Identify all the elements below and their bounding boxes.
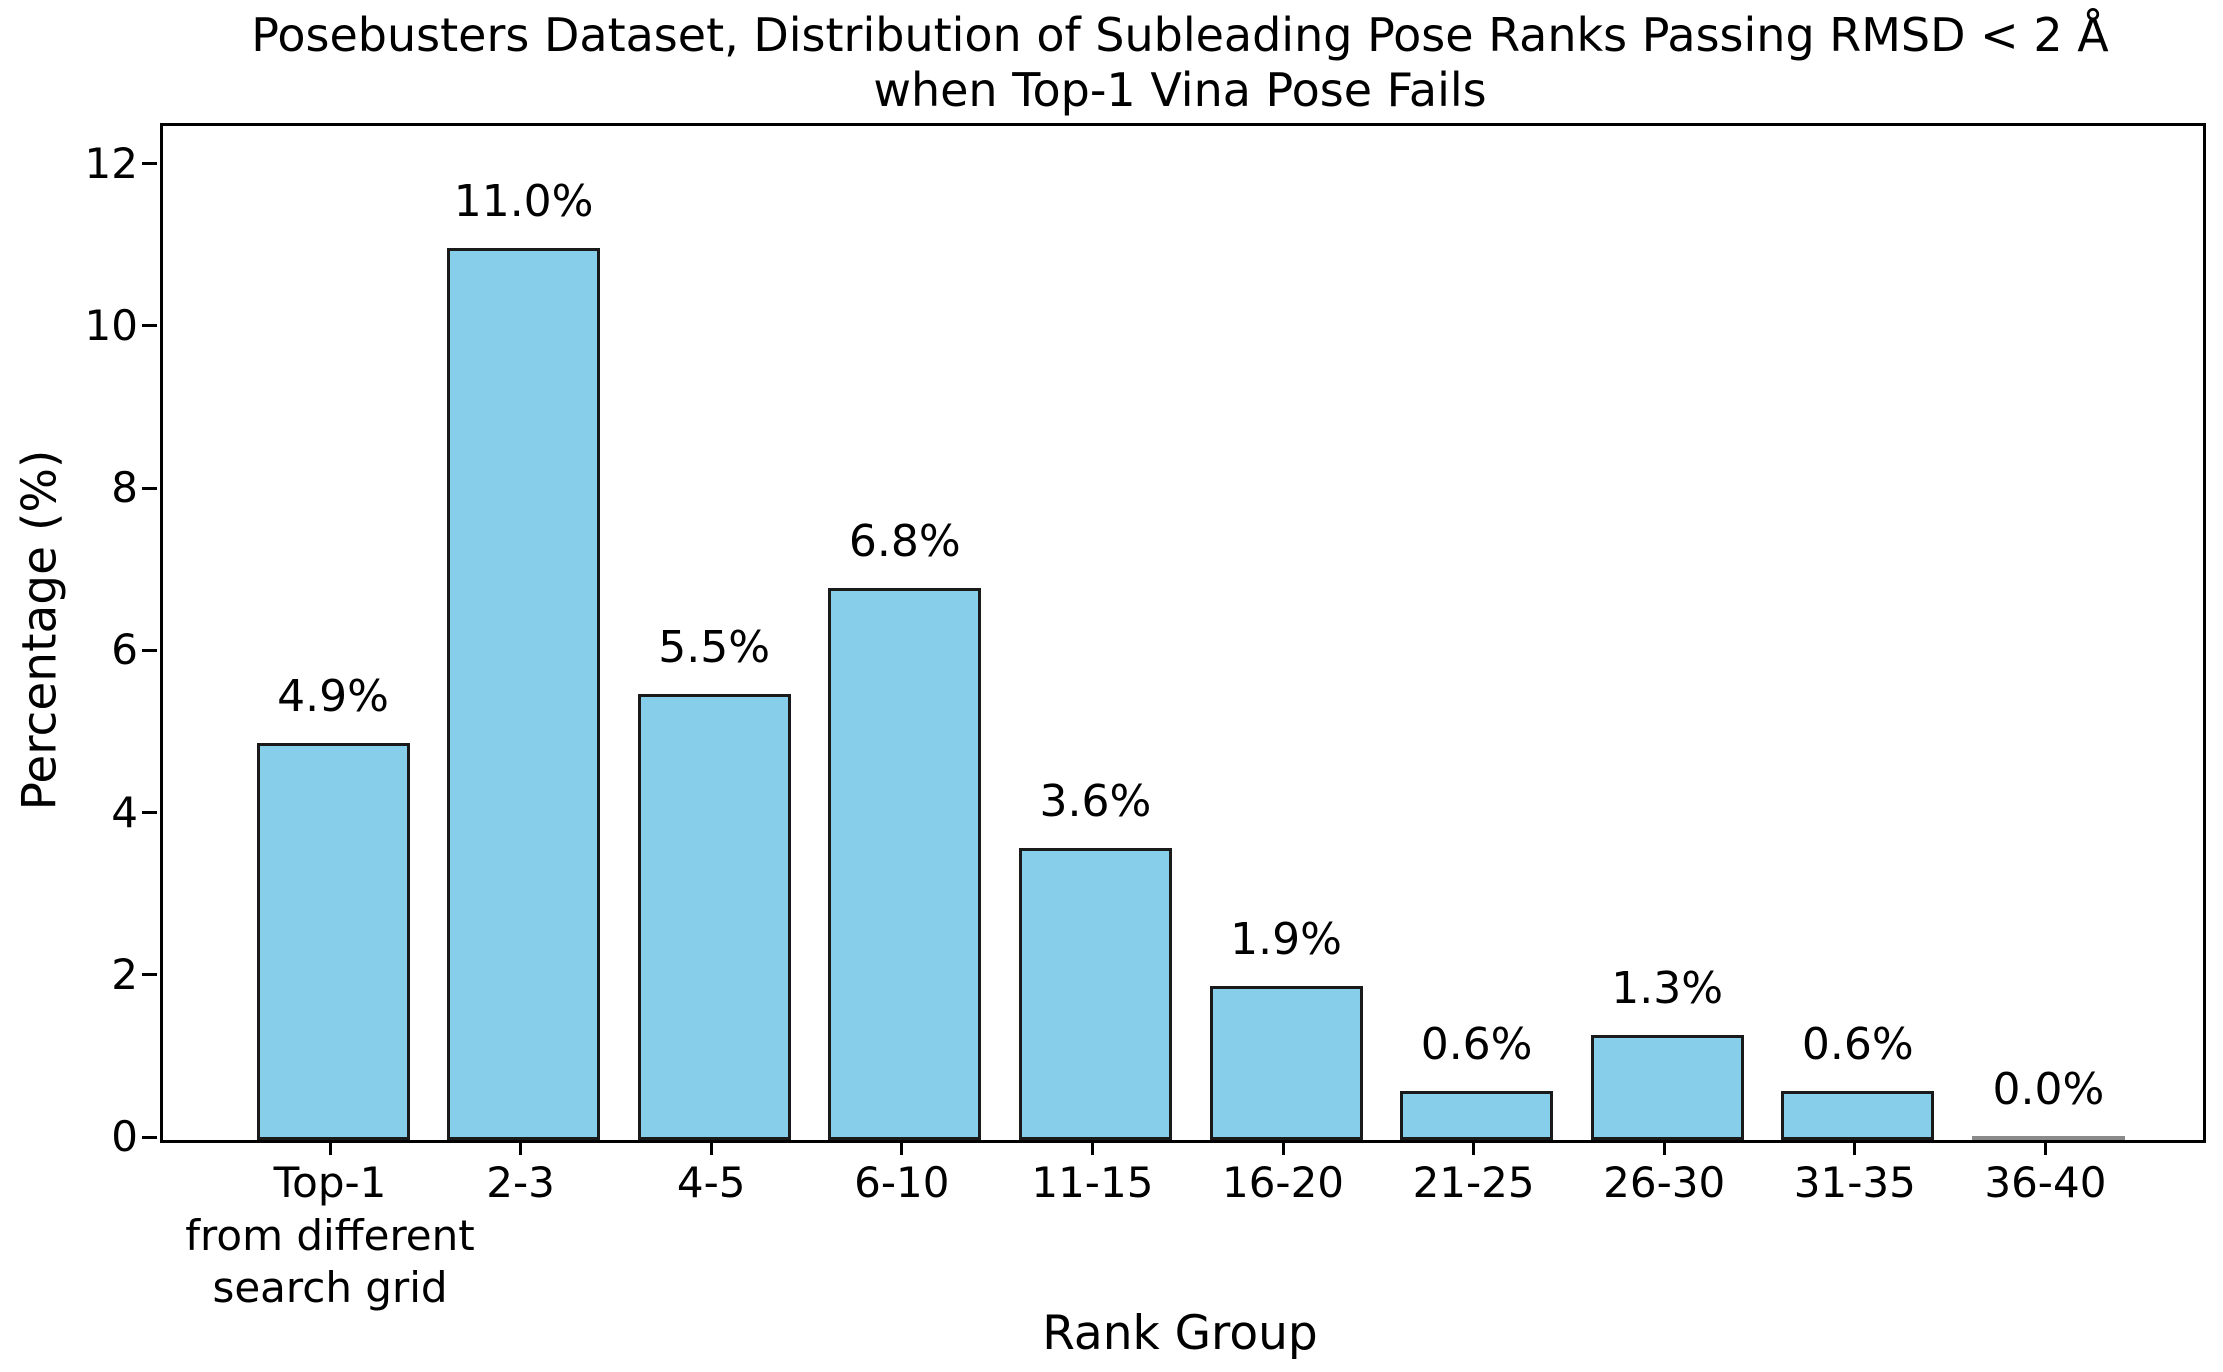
x-axis-label: Rank Group [1042,1306,1318,1361]
y-tick [142,648,157,652]
x-tick-label: Top-1 from different search grid [185,1158,475,1312]
y-tick-label: 4 [111,787,138,837]
x-tick [709,1140,713,1155]
bar [1781,1091,1935,1140]
y-tick [142,1135,157,1139]
bar [447,248,601,1140]
x-tick [1472,1140,1476,1155]
y-tick [142,973,157,977]
x-tick [900,1140,904,1155]
y-tick [142,486,157,490]
bar-value-label: 1.3% [1611,963,1724,1014]
bar [256,743,410,1140]
bar-value-label: 3.6% [1039,776,1152,827]
x-tick [1662,1140,1666,1155]
y-tick-label: 0 [111,1112,138,1161]
x-tick-label: 31-35 [1793,1158,1916,1207]
x-tick-label: 11-15 [1031,1158,1154,1207]
plot-area: 4.9% 11.0% 5.5% 6.8% 3.6% 1.9% 0.6% 1.3% 0.6% 0.0… [160,123,2206,1143]
x-tick-label: 21-25 [1412,1158,1535,1207]
bar-value-label: 6.8% [848,516,961,567]
x-tick-label: 2-3 [486,1158,555,1207]
x-tick [328,1140,332,1155]
y-tick [142,162,157,166]
x-tick [1281,1140,1285,1155]
chart-title: Posebusters Dataset, Distribution of Sub… [251,8,2109,118]
bar [828,588,982,1140]
bar [1209,986,1363,1140]
bar-value-label: 0.6% [1801,1019,1914,1070]
y-tick [142,811,157,815]
y-tick-label: 8 [111,463,138,513]
bar [1018,848,1172,1140]
y-tick [142,324,157,328]
bar-value-label: 0.0% [1992,1064,2105,1115]
bar-value-label: 4.9% [277,671,389,722]
x-tick-label: 6-10 [854,1158,950,1207]
y-tick-label: 12 [84,138,138,188]
bar-value-label: 0.6% [1420,1019,1533,1070]
x-tick [519,1140,523,1155]
bar [1971,1136,2125,1140]
x-tick-label: 36-40 [1984,1158,2107,1207]
x-tick-label: 4-5 [676,1158,746,1207]
y-tick-label: 6 [111,625,138,675]
bar-value-label: 1.9% [1230,914,1342,965]
bar-value-label: 11.0% [453,176,594,227]
bar [1400,1091,1554,1140]
bar [1590,1035,1744,1140]
x-tick [2043,1140,2047,1155]
x-tick-label: 16-20 [1221,1158,1345,1207]
x-tick [1090,1140,1094,1155]
y-tick-label: 2 [111,949,138,999]
bar [637,694,791,1140]
x-tick [1853,1140,1857,1155]
x-tick-label: 26-30 [1603,1158,1726,1207]
y-tick-label: 10 [84,300,138,350]
bar-value-label: 5.5% [658,622,771,673]
